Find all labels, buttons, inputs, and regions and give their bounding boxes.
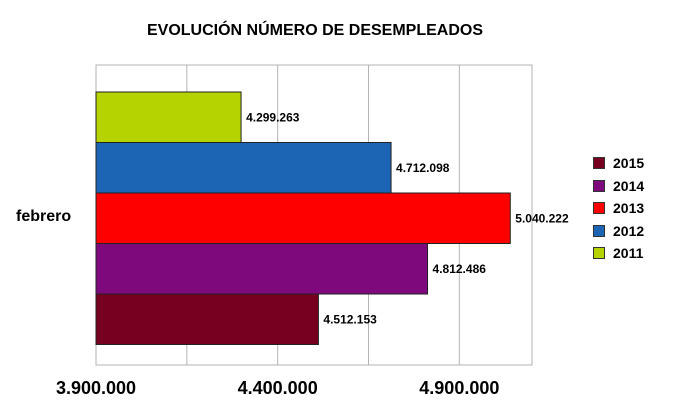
legend-label: 2013 [613,200,645,217]
bar-2015 [95,293,319,345]
legend-label: 2015 [613,155,645,172]
legend-swatch [593,179,605,192]
legend-item-2015: 2015 [593,152,644,175]
x-tick-label: 3.900.000 [56,378,136,398]
legend-item-2012: 2012 [593,220,644,243]
chart-title: EVOLUCIÓN NÚMERO DE DESEMPLEADOS [146,22,484,39]
legend-label: 2012 [613,222,645,239]
x-tick-label: 4.400.000 [238,378,318,398]
legend-swatch [593,157,605,170]
x-tick-label: 4.900.000 [419,378,499,398]
legend-item-2014: 2014 [593,175,644,198]
data-label-2011: 4.299.263 [246,110,300,124]
legend-swatch [593,224,605,237]
bar-2012 [95,142,392,194]
legend-label: 2011 [613,245,644,262]
bar-2011 [95,91,242,143]
bar-2014 [95,243,429,295]
legend-item-2013: 2013 [593,197,644,220]
chart-legend: 2015 2014 2013 2012 2011 [593,152,644,265]
bar-2013 [95,192,511,244]
legend-swatch [593,247,605,260]
data-label-2012: 4.712.098 [396,161,450,175]
legend-item-2011: 2011 [593,242,644,265]
data-label-2015: 4.512.153 [323,312,377,326]
data-label-2014: 4.812.486 [433,262,487,276]
data-label-2013: 5.040.222 [515,211,569,225]
category-label: febrero [16,208,71,225]
legend-label: 2014 [613,177,645,194]
legend-swatch [593,202,605,215]
